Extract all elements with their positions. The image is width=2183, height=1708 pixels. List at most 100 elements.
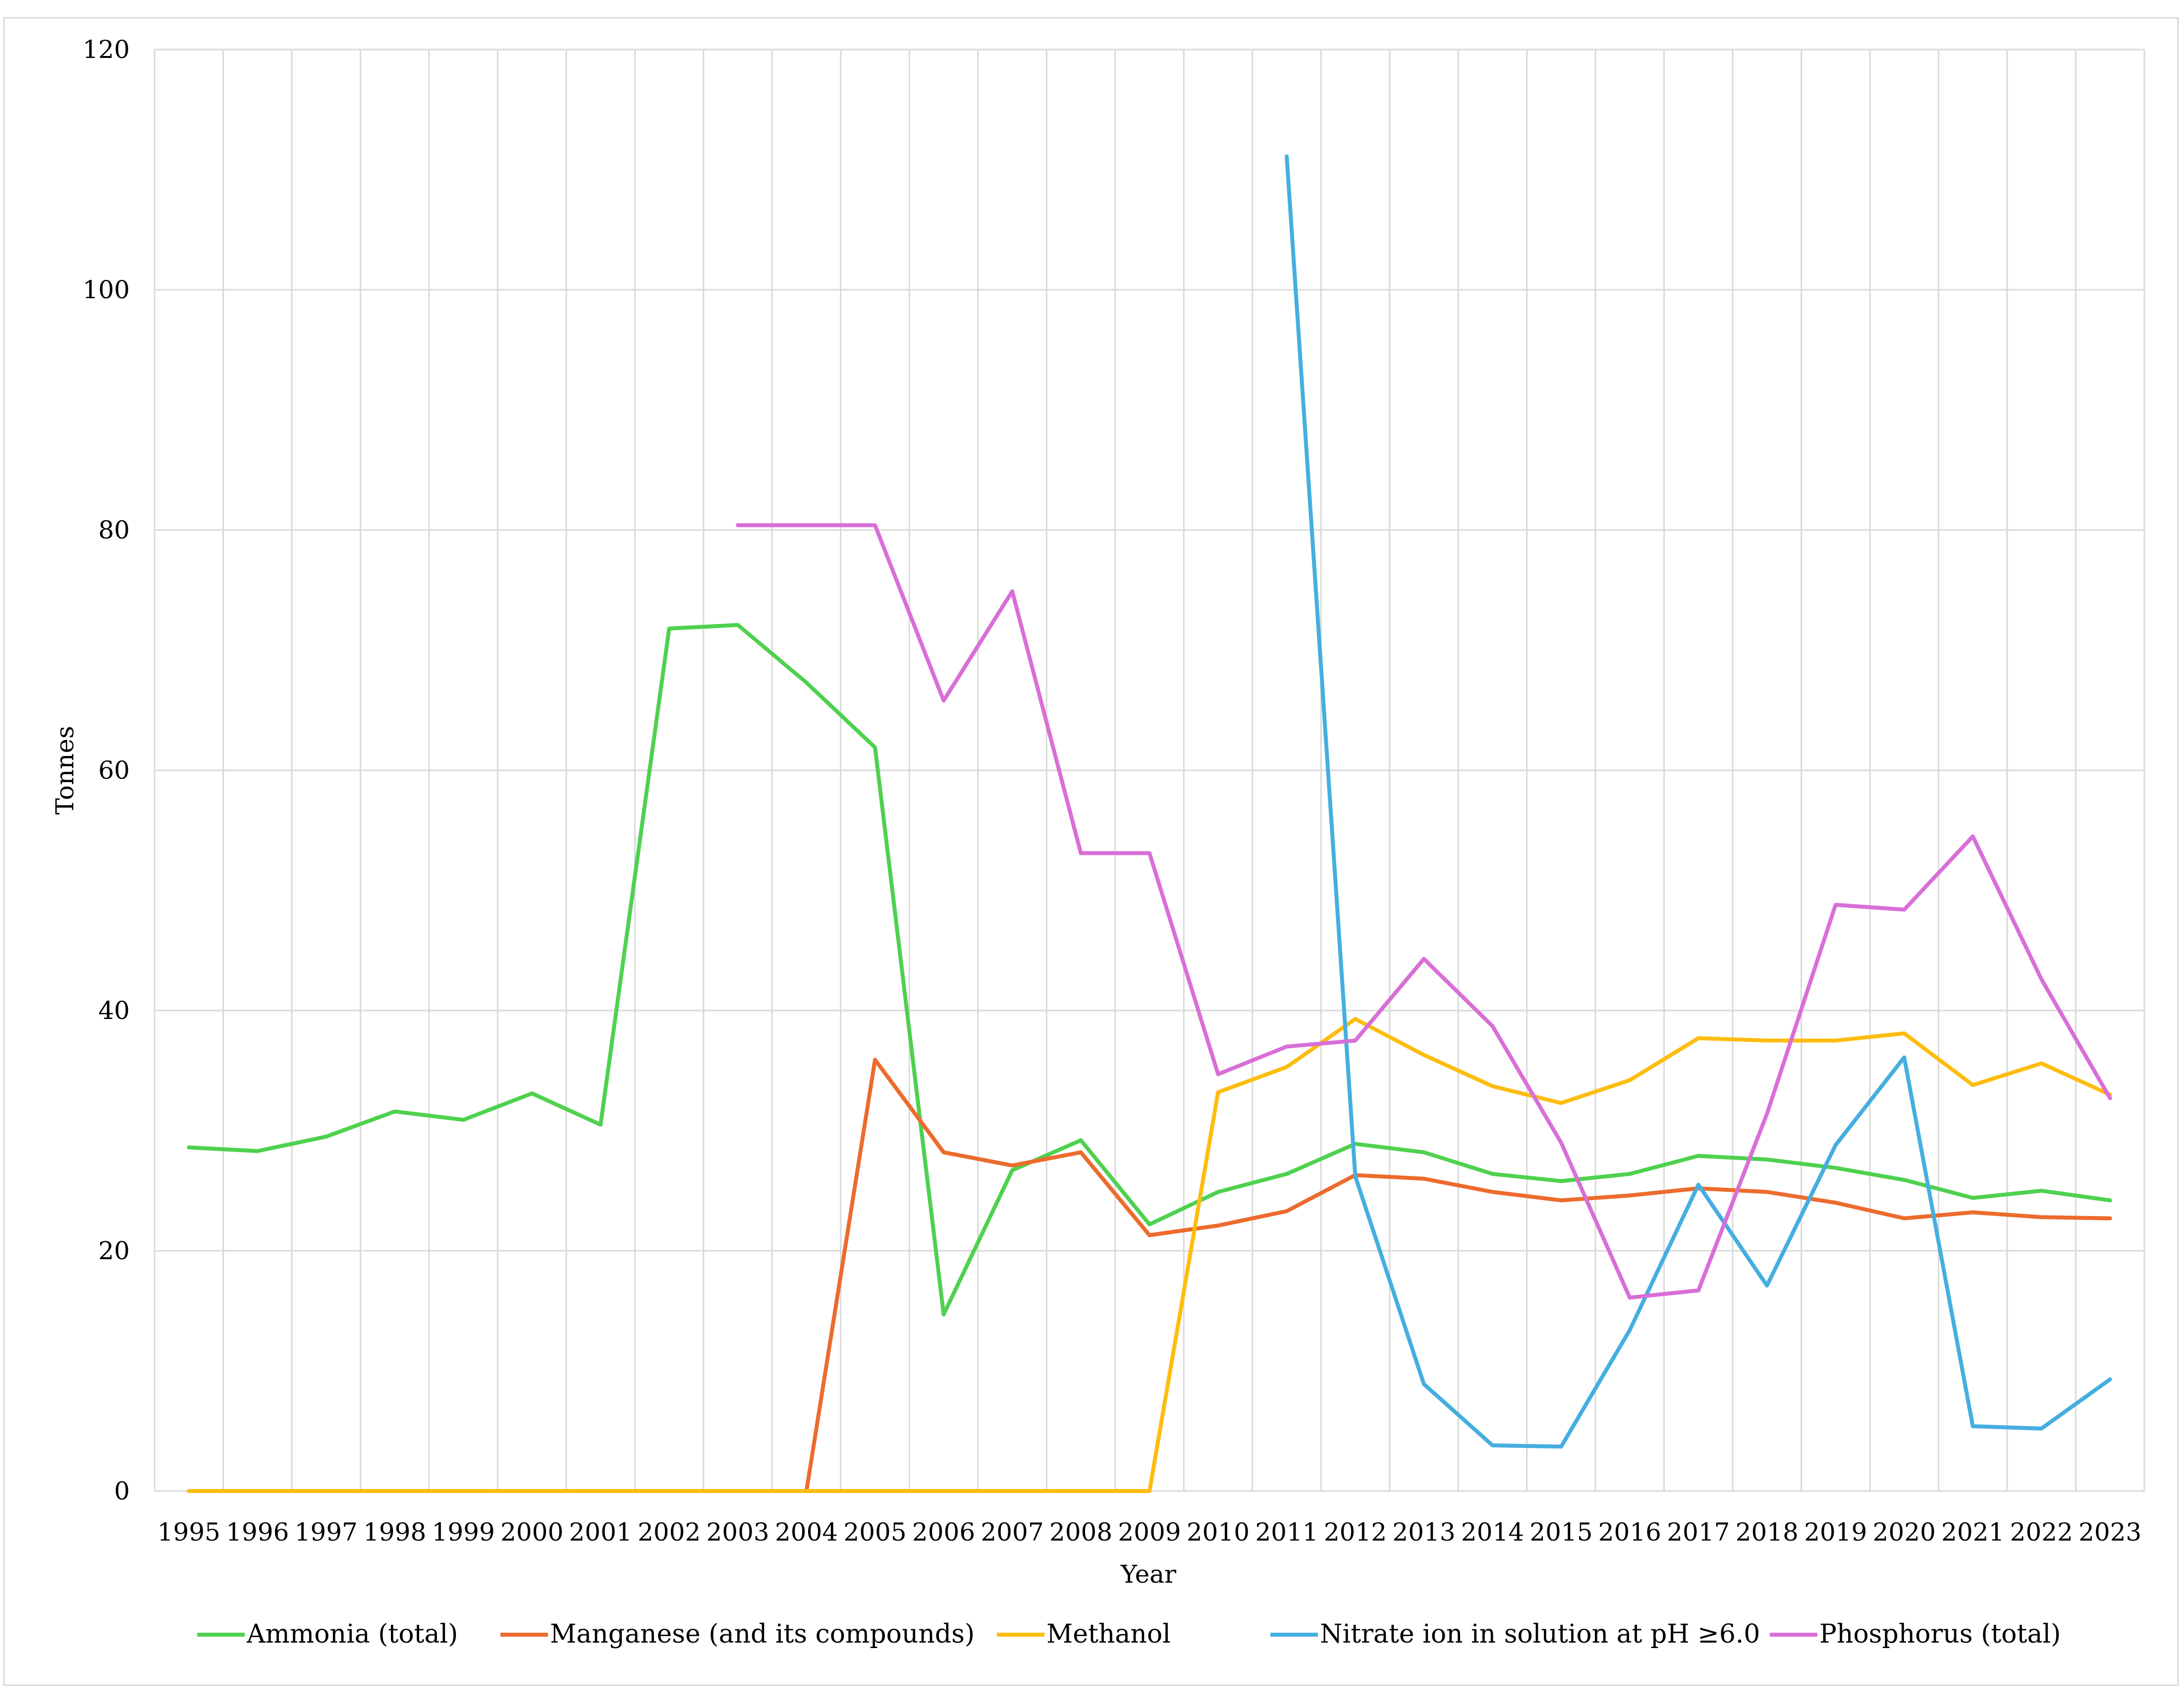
data-point [1149, 1234, 1150, 1235]
x-tick-label: 2009 [1118, 1518, 1181, 1547]
x-tick-label: 1998 [363, 1518, 426, 1547]
data-point [600, 1491, 601, 1492]
data-point [943, 700, 944, 701]
data-point [394, 1491, 395, 1492]
legend: Ammonia (total) Manganese (and its compou… [197, 1619, 2061, 1649]
data-point [1629, 1080, 1630, 1081]
y-tick-label: 80 [98, 516, 130, 544]
x-tick-label: 2020 [1873, 1518, 1936, 1547]
series-line-2 [804, 1058, 2112, 1493]
x-tick-label: 2013 [1392, 1518, 1455, 1547]
y-tick-label: 20 [98, 1236, 130, 1265]
data-point [1561, 1446, 1562, 1447]
data-point [600, 1124, 601, 1125]
data-point [2110, 1218, 2111, 1219]
data-point [943, 1314, 944, 1315]
data-point [2110, 1098, 2111, 1099]
x-tick-label: 2010 [1187, 1518, 1250, 1547]
data-point [2041, 1428, 2042, 1429]
x-tick-label: 2023 [2078, 1518, 2141, 1547]
data-point [1766, 1285, 1767, 1286]
legend-item-label: Manganese (and its compounds) [550, 1619, 975, 1649]
data-point [1492, 1191, 1493, 1192]
data-point [463, 1120, 464, 1121]
data-point [1081, 853, 1082, 854]
data-point [1629, 1330, 1630, 1331]
data-point [188, 1491, 189, 1492]
data-point [1081, 1140, 1082, 1141]
legend-item-label: Ammonia (total) [246, 1619, 458, 1649]
data-point [1698, 1290, 1699, 1291]
x-tick-label: 2004 [775, 1518, 838, 1547]
gridlines [154, 49, 2145, 1492]
data-point [188, 1147, 189, 1148]
data-point [1904, 1033, 1905, 1034]
x-tick-label: 1999 [432, 1518, 495, 1547]
data-point [1012, 1491, 1013, 1492]
data-point [1835, 1145, 1836, 1146]
x-tick-label: 1997 [295, 1518, 358, 1547]
x-tick-label: 1996 [226, 1518, 289, 1547]
data-point [1355, 1018, 1356, 1019]
data-point [874, 747, 875, 748]
x-tick-label: 2019 [1804, 1518, 1867, 1547]
y-tick-label: 120 [83, 35, 130, 64]
y-tick-label: 60 [98, 756, 130, 785]
x-tick-label: 2000 [500, 1518, 563, 1547]
x-tick-label: 2014 [1461, 1518, 1524, 1547]
legend-item-label: Phosphorus (total) [1819, 1619, 2061, 1649]
data-point [2110, 1379, 2111, 1380]
data-point [532, 1093, 533, 1094]
x-tick-label: 2006 [912, 1518, 975, 1547]
data-point [1698, 1038, 1699, 1039]
y-axis-title: Tonnes [51, 726, 79, 814]
data-point [2110, 1200, 2111, 1201]
data-point [1217, 1074, 1218, 1075]
data-point [257, 1151, 258, 1152]
data-point [943, 1491, 944, 1492]
series-line-5 [736, 523, 2112, 1300]
x-tick-label: 2003 [706, 1518, 769, 1547]
x-tick-label: 2007 [981, 1518, 1043, 1547]
data-point [1835, 1202, 1836, 1203]
x-tick-label: 2017 [1667, 1518, 1730, 1547]
data-point [874, 1491, 875, 1492]
data-point [874, 1059, 875, 1060]
x-tick-label: 2021 [1941, 1518, 2004, 1547]
data-point [1286, 1211, 1287, 1212]
y-tick-label: 100 [83, 275, 130, 304]
data-point [737, 525, 738, 526]
data-point [1423, 959, 1424, 960]
data-point [1629, 1195, 1630, 1196]
data-point [1835, 1168, 1836, 1169]
x-tick-label: 2015 [1529, 1518, 1592, 1547]
data-point [1286, 1067, 1287, 1068]
data-point [1766, 1159, 1767, 1160]
x-tick-label: 2012 [1324, 1518, 1387, 1547]
data-point [394, 1111, 395, 1112]
data-point [1766, 1114, 1767, 1115]
data-point [1423, 1055, 1424, 1056]
data-point [2041, 1063, 2042, 1064]
data-point [1217, 1225, 1218, 1226]
data-point [1904, 1179, 1905, 1180]
data-point [669, 1491, 670, 1492]
data-point [1492, 1026, 1493, 1027]
series-line-1 [187, 623, 2112, 1317]
data-point [943, 1152, 944, 1153]
y-tick-labels: 0 20 40 60 80 100 120 [83, 35, 130, 1505]
data-point [1972, 1084, 1973, 1085]
series-line-4 [1285, 154, 2112, 1449]
data-point [1081, 1152, 1082, 1153]
x-tick-label: 2001 [569, 1518, 632, 1547]
data-point [1081, 1491, 1082, 1492]
data-point [1286, 1046, 1287, 1047]
data-point [1972, 1197, 1973, 1198]
data-point [1217, 1092, 1218, 1093]
data-point [1904, 909, 1905, 910]
data-point [806, 1491, 807, 1492]
x-tick-label: 2016 [1598, 1518, 1661, 1547]
data-point [326, 1491, 327, 1492]
